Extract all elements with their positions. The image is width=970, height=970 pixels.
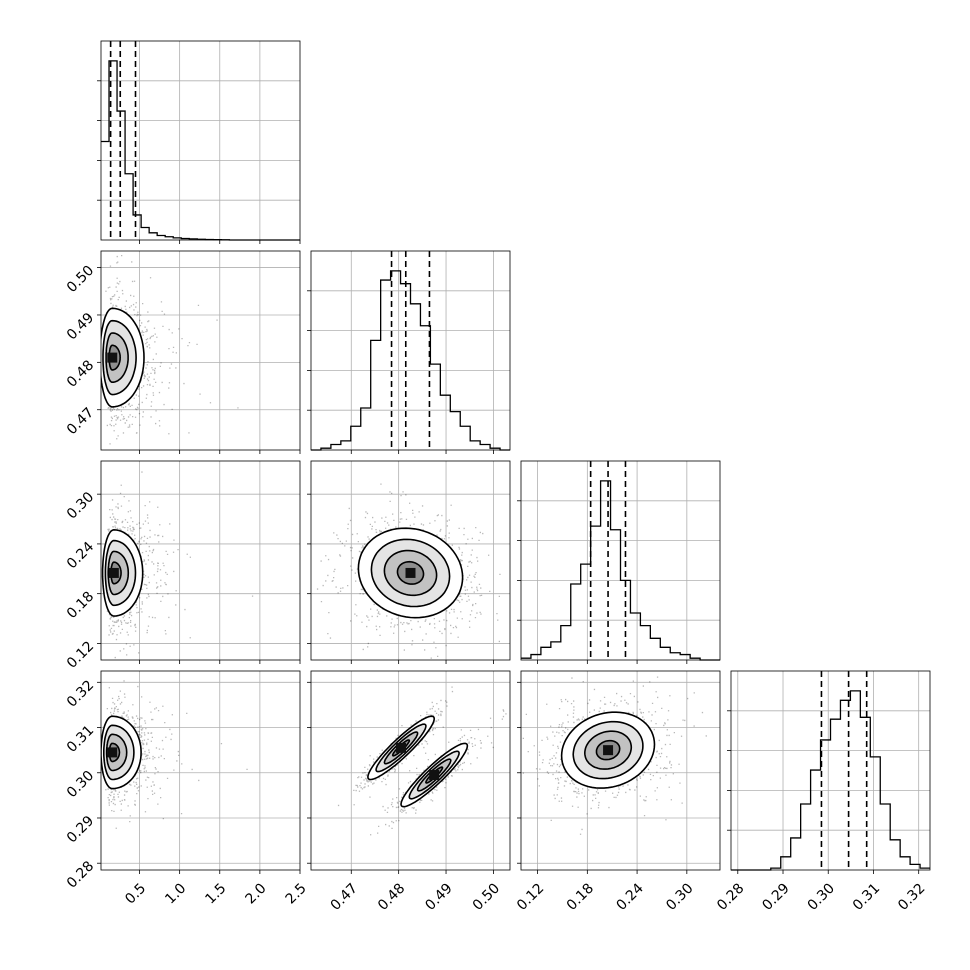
xtick-label-1-3: 2.0 xyxy=(243,880,270,907)
ytick-label-2-1: 0.48 xyxy=(64,357,97,390)
scatter-content-3 xyxy=(101,680,248,829)
density-peak-2-0 xyxy=(405,567,416,578)
scatter-panel-3-1 xyxy=(100,460,301,661)
xtick-label-1-4: 2.5 xyxy=(283,880,310,907)
xtick-label-3-3: 0.30 xyxy=(663,880,696,913)
histogram-step-3 xyxy=(521,480,720,661)
density-peak-4-0 xyxy=(396,742,407,753)
panel-frame-4 xyxy=(310,670,511,871)
xtick-label-4-0: 0.28 xyxy=(714,880,747,913)
scatter-content-1 xyxy=(101,471,254,659)
scatter-points-1 xyxy=(105,471,254,659)
ytick-label-2-2: 0.49 xyxy=(64,310,97,343)
xtick-label-3-2: 0.24 xyxy=(613,880,646,913)
histogram-frame-1 xyxy=(100,40,301,241)
ytick-label-3-2: 0.24 xyxy=(64,539,97,572)
xtick-label-4-4: 0.32 xyxy=(895,880,928,913)
scatter-panel-4-3 xyxy=(520,670,721,871)
ytick-label-3-0: 0.12 xyxy=(64,638,97,671)
xtick-label-4-2: 0.30 xyxy=(805,880,838,913)
panel-frame-3 xyxy=(100,670,301,871)
xtick-label-3-1: 0.18 xyxy=(564,880,597,913)
xtick-label-4-3: 0.31 xyxy=(850,880,883,913)
panel-frame-2 xyxy=(310,460,511,661)
ytick-label-2-3: 0.50 xyxy=(64,263,97,296)
ytick-label-4-3: 0.31 xyxy=(64,723,97,756)
ytick-label-3-1: 0.18 xyxy=(64,589,97,622)
xtick-label-3-0: 0.12 xyxy=(514,880,547,913)
density-peak-1-0 xyxy=(108,567,119,578)
xtick-label-2-3: 0.50 xyxy=(470,880,503,913)
scatter-panel-4-1 xyxy=(100,670,301,871)
histogram-panel-2 xyxy=(307,250,511,451)
ytick-label-2-0: 0.47 xyxy=(64,405,97,438)
xtick-label-1-1: 1.0 xyxy=(162,880,189,907)
xtick-label-2-0: 0.47 xyxy=(328,880,361,913)
histogram-step-1 xyxy=(101,60,300,241)
density-peak-5-0 xyxy=(603,745,614,756)
density-peak-3-0 xyxy=(107,747,118,758)
histogram-frame-4 xyxy=(730,670,931,871)
scatter-content-5 xyxy=(522,676,707,835)
scatter-panel-3-2 xyxy=(310,460,511,661)
ytick-label-4-1: 0.29 xyxy=(64,813,97,846)
scatter-panel-2-1 xyxy=(100,250,301,451)
xtick-label-2-1: 0.48 xyxy=(375,880,408,913)
ytick-label-4-0: 0.28 xyxy=(64,858,97,891)
histogram-panel-3 xyxy=(517,460,721,661)
scatter-content-0 xyxy=(101,255,239,445)
scatter-panel-4-2 xyxy=(310,670,511,871)
scatter-points-4 xyxy=(337,686,507,836)
scatter-content-4 xyxy=(337,686,507,836)
xtick-label-4-1: 0.29 xyxy=(759,880,792,913)
ytick-label-4-4: 0.32 xyxy=(64,677,97,710)
ytick-label-3-3: 0.30 xyxy=(64,489,97,522)
xtick-label-1-0: 0.5 xyxy=(122,880,149,907)
histogram-panel-1 xyxy=(97,40,301,241)
density-peak-4-1 xyxy=(429,770,440,781)
histogram-frame-2 xyxy=(310,250,511,451)
histogram-step-4 xyxy=(731,690,930,871)
panel-frame-5 xyxy=(520,670,721,871)
density-peak-0-0 xyxy=(107,352,118,363)
scatter-content-2 xyxy=(316,483,501,659)
histogram-step-2 xyxy=(311,270,510,451)
histogram-panel-4 xyxy=(727,670,931,871)
panel-frame-1 xyxy=(100,460,301,661)
panel-frame-0 xyxy=(100,250,301,451)
scatter-points-3 xyxy=(105,680,248,829)
ytick-label-4-2: 0.30 xyxy=(64,768,97,801)
histogram-frame-3 xyxy=(520,460,721,661)
xtick-label-2-2: 0.49 xyxy=(422,880,455,913)
xtick-label-1-2: 1.5 xyxy=(202,880,229,907)
